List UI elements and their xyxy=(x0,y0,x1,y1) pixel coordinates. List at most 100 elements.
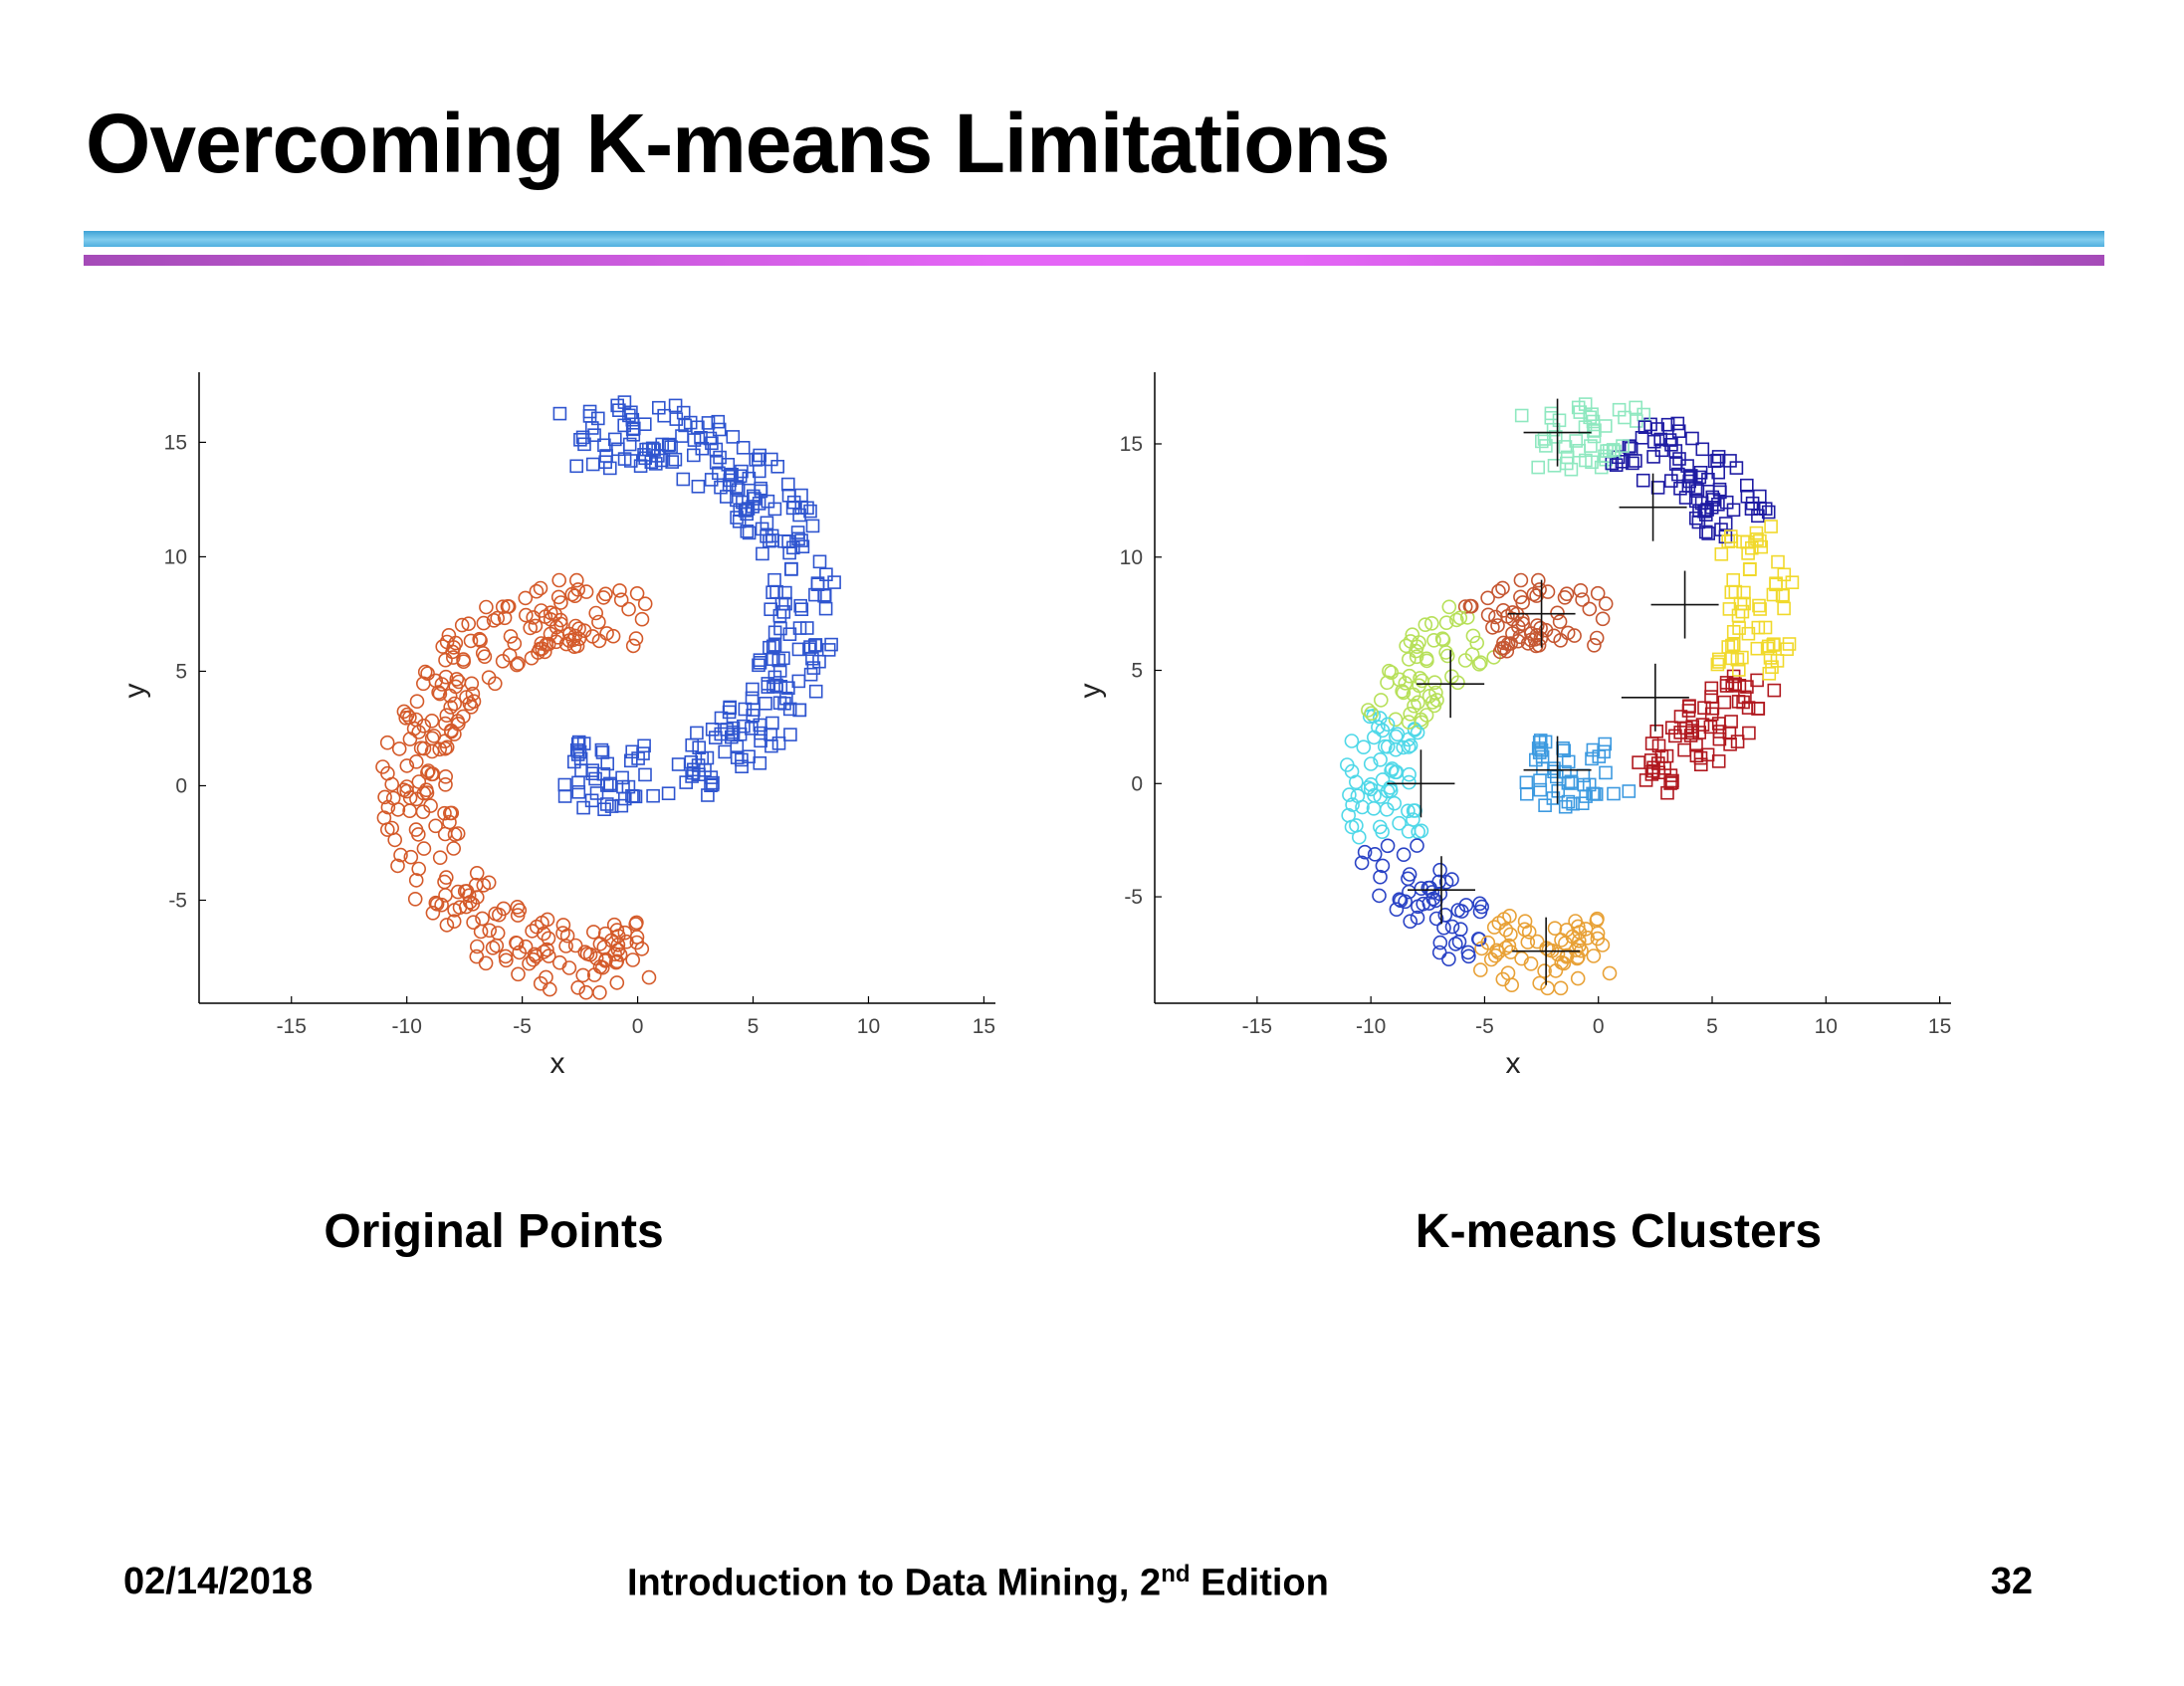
cluster-point xyxy=(1523,626,1539,641)
cluster-point xyxy=(1587,429,1602,444)
original-point xyxy=(518,607,534,623)
cluster-point xyxy=(1546,791,1561,805)
cluster-point xyxy=(1559,586,1575,601)
original-point xyxy=(588,605,604,621)
cluster-point xyxy=(1519,786,1534,801)
original-point xyxy=(552,612,568,628)
footer-book-suffix: Edition xyxy=(1190,1562,1329,1604)
cluster-point xyxy=(1407,698,1421,714)
cluster-point xyxy=(1398,894,1413,910)
cluster-point xyxy=(1402,766,1417,782)
cluster-point xyxy=(1712,482,1727,497)
original-point xyxy=(629,915,644,931)
cluster-point xyxy=(1580,930,1596,946)
original-point xyxy=(410,827,426,842)
cluster-point xyxy=(1371,720,1386,735)
original-point xyxy=(426,729,442,743)
original-x-tick-label: 5 xyxy=(748,1015,760,1038)
original-point xyxy=(700,750,715,765)
original-point xyxy=(578,584,594,599)
cluster-point xyxy=(1510,619,1526,635)
original-point xyxy=(510,899,526,915)
original-point xyxy=(753,655,767,670)
original-point xyxy=(745,691,760,706)
original-point xyxy=(824,637,838,652)
original-point xyxy=(424,743,440,759)
original-point xyxy=(495,599,511,614)
cluster-point xyxy=(1452,610,1468,626)
original-point xyxy=(415,676,431,692)
cluster-point xyxy=(1409,649,1424,665)
original-point xyxy=(637,417,652,432)
cluster-point xyxy=(1671,467,1685,482)
cluster-point xyxy=(1698,508,1713,522)
cluster-point xyxy=(1429,693,1444,708)
original-point xyxy=(575,430,590,445)
original-point xyxy=(756,546,769,561)
cluster-point xyxy=(1396,739,1412,755)
original-point xyxy=(595,590,611,605)
original-point xyxy=(783,728,797,741)
original-point xyxy=(416,740,432,756)
original-point xyxy=(598,586,613,602)
cluster-point xyxy=(1380,675,1395,691)
original-point xyxy=(402,790,418,805)
original-point xyxy=(782,545,796,560)
cluster-point xyxy=(1389,902,1405,918)
original-point xyxy=(472,631,488,647)
cluster-point xyxy=(1677,742,1691,757)
cluster-point xyxy=(1411,695,1425,711)
cluster-point xyxy=(1777,601,1791,616)
cluster-point xyxy=(1447,937,1463,951)
original-point xyxy=(443,700,459,715)
cluster-point xyxy=(1712,725,1727,738)
original-point xyxy=(769,584,783,599)
cluster-point xyxy=(1586,948,1602,963)
kmeans-x-tick-label: 10 xyxy=(1815,1015,1838,1038)
original-point xyxy=(449,672,465,687)
cluster-point xyxy=(1458,898,1474,913)
original-point xyxy=(714,480,728,495)
cluster-point xyxy=(1517,922,1533,938)
original-point xyxy=(403,849,419,865)
original-point xyxy=(805,519,820,533)
original-point xyxy=(591,614,606,630)
cluster-point xyxy=(1410,725,1425,740)
original-point xyxy=(739,503,754,518)
original-point xyxy=(679,775,694,789)
original-point xyxy=(772,696,787,711)
original-point xyxy=(599,449,613,463)
cluster-point xyxy=(1693,750,1708,765)
original-point xyxy=(736,441,751,455)
kmeans-y-tick-label: 0 xyxy=(1131,772,1143,795)
original-point xyxy=(582,404,597,419)
cluster-point xyxy=(1503,927,1518,943)
original-point xyxy=(740,507,755,522)
cluster-point xyxy=(1540,584,1556,599)
cluster-point xyxy=(1426,632,1441,648)
original-point xyxy=(671,757,686,771)
cluster-point xyxy=(1561,754,1576,769)
cluster-point xyxy=(1514,408,1529,423)
original-point xyxy=(509,657,525,673)
original-point xyxy=(553,616,568,632)
original-point xyxy=(528,618,544,634)
original-point xyxy=(566,639,582,655)
cluster-point xyxy=(1752,489,1767,504)
cluster-point xyxy=(1348,774,1364,790)
cluster-point xyxy=(1544,406,1559,421)
original-x-tick-label: 0 xyxy=(632,1015,644,1038)
original-y-tick-label: 0 xyxy=(175,774,187,797)
cluster-point xyxy=(1662,433,1677,447)
cluster-point xyxy=(1395,684,1410,699)
cluster-point xyxy=(1529,934,1545,949)
original-point xyxy=(432,850,448,866)
cluster-point xyxy=(1764,520,1778,533)
original-point xyxy=(585,925,601,940)
original-point xyxy=(438,768,454,784)
cluster-point xyxy=(1712,655,1726,669)
original-point xyxy=(604,799,619,813)
cluster-point xyxy=(1373,869,1388,885)
cluster-point xyxy=(1575,592,1590,607)
cluster-point xyxy=(1629,454,1642,468)
